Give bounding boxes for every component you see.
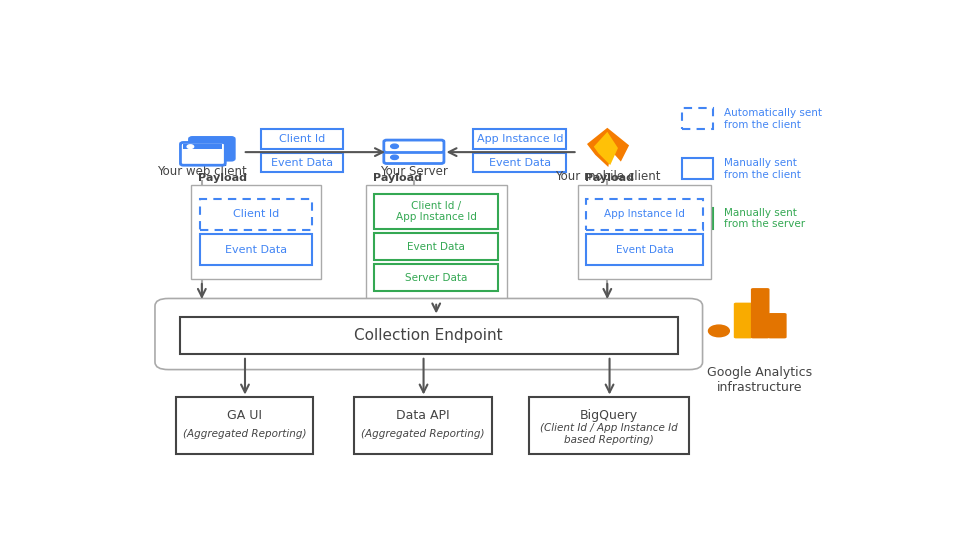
Text: Google Analytics
infrastructure: Google Analytics infrastructure [708, 366, 812, 394]
Text: Event Data: Event Data [407, 242, 466, 252]
Circle shape [391, 155, 398, 159]
FancyBboxPatch shape [682, 158, 713, 179]
FancyBboxPatch shape [473, 129, 566, 149]
FancyBboxPatch shape [374, 265, 498, 292]
Text: BigQuery: BigQuery [580, 409, 638, 422]
Text: (Aggregated Reporting): (Aggregated Reporting) [361, 429, 485, 439]
FancyBboxPatch shape [374, 233, 498, 260]
FancyBboxPatch shape [261, 152, 344, 172]
Text: Client Id: Client Id [232, 210, 279, 219]
Text: (Client Id / App Instance Id
based Reporting): (Client Id / App Instance Id based Repor… [540, 423, 678, 444]
Polygon shape [587, 128, 629, 167]
FancyBboxPatch shape [374, 194, 498, 229]
Text: Payload: Payload [585, 173, 634, 183]
FancyBboxPatch shape [384, 151, 444, 164]
FancyBboxPatch shape [261, 129, 344, 149]
Text: App Instance Id: App Instance Id [477, 134, 564, 144]
Circle shape [187, 145, 194, 148]
Text: Your web client: Your web client [157, 165, 247, 178]
Text: (Aggregated Reporting): (Aggregated Reporting) [182, 429, 306, 439]
FancyBboxPatch shape [189, 137, 234, 160]
Text: Event Data: Event Data [225, 245, 287, 255]
Text: Data API: Data API [396, 409, 450, 422]
FancyBboxPatch shape [155, 299, 703, 369]
Text: Collection Endpoint: Collection Endpoint [354, 328, 503, 343]
Text: GA UI: GA UI [228, 409, 262, 422]
Text: Client Id: Client Id [279, 134, 325, 144]
FancyBboxPatch shape [682, 208, 713, 229]
Polygon shape [594, 132, 618, 165]
FancyBboxPatch shape [768, 313, 786, 339]
FancyBboxPatch shape [354, 397, 492, 454]
FancyBboxPatch shape [578, 185, 711, 279]
FancyBboxPatch shape [587, 199, 703, 230]
FancyBboxPatch shape [191, 185, 321, 279]
Bar [183, 144, 223, 149]
Text: Event Data: Event Data [272, 158, 333, 167]
Text: Server Data: Server Data [405, 273, 468, 283]
Circle shape [391, 144, 398, 148]
Text: Event Data: Event Data [615, 245, 674, 255]
Text: Client Id /
App Instance Id: Client Id / App Instance Id [396, 200, 476, 222]
Text: Automatically sent
from the client: Automatically sent from the client [724, 108, 822, 130]
FancyBboxPatch shape [176, 397, 313, 454]
FancyBboxPatch shape [529, 397, 689, 454]
Text: Manually sent
from the server: Manually sent from the server [724, 208, 805, 230]
FancyBboxPatch shape [200, 199, 312, 230]
Text: App Instance Id: App Instance Id [604, 210, 684, 219]
FancyBboxPatch shape [682, 109, 713, 129]
Text: Your Server: Your Server [380, 165, 447, 178]
Text: Event Data: Event Data [489, 158, 551, 167]
FancyBboxPatch shape [180, 143, 226, 165]
Text: Your mobile client: Your mobile client [555, 170, 660, 183]
Text: Payload: Payload [372, 173, 422, 183]
FancyBboxPatch shape [733, 302, 753, 339]
FancyBboxPatch shape [473, 152, 566, 172]
FancyBboxPatch shape [587, 234, 703, 266]
FancyBboxPatch shape [366, 185, 507, 300]
Text: Manually sent
from the client: Manually sent from the client [724, 158, 801, 179]
FancyBboxPatch shape [751, 288, 770, 339]
Circle shape [708, 325, 730, 337]
Text: Payload: Payload [198, 173, 247, 183]
FancyBboxPatch shape [180, 317, 678, 354]
FancyBboxPatch shape [200, 234, 312, 266]
FancyBboxPatch shape [384, 140, 444, 152]
